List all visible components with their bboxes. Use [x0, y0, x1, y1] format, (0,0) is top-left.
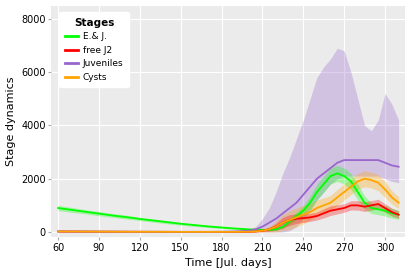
- Legend: E.& J., free J2, Juveniles, Cysts: E.& J., free J2, Juveniles, Cysts: [59, 12, 129, 87]
- X-axis label: Time [Jul. days]: Time [Jul. days]: [185, 258, 272, 269]
- Y-axis label: Stage dynamics: Stage dynamics: [6, 77, 16, 166]
